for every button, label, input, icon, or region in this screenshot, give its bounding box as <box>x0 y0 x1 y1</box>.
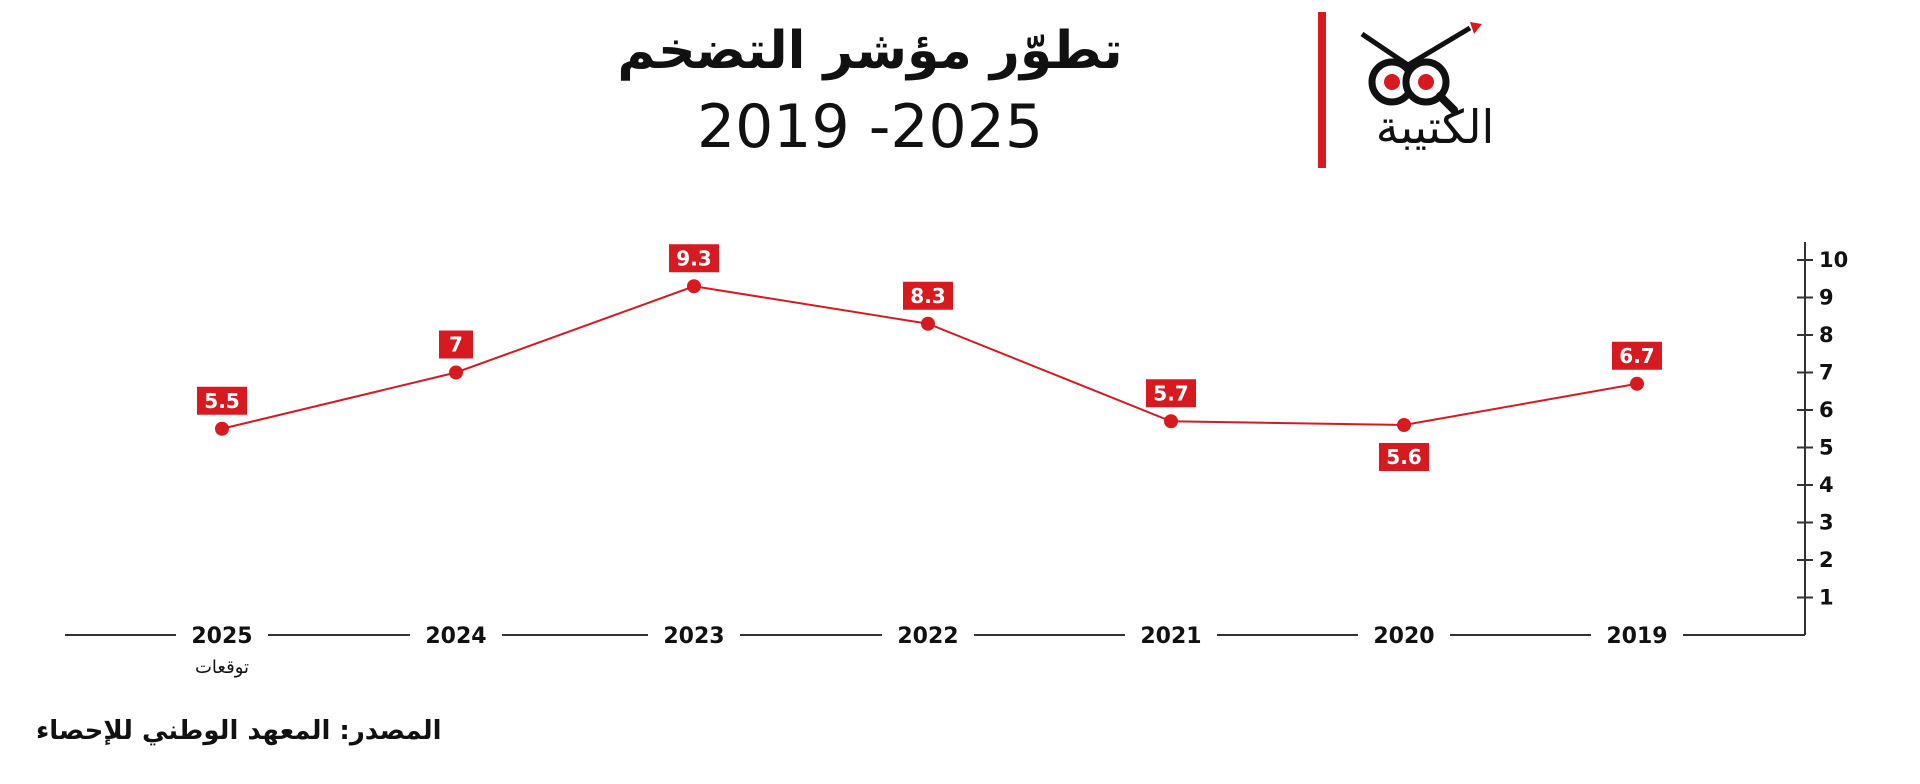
data-label: 8.3 <box>910 284 945 308</box>
y-tick-label: 10 <box>1819 248 1848 272</box>
chart-subtitle: 2019 -2025 <box>696 92 1044 162</box>
x-tick-label: 2021 <box>1140 624 1201 649</box>
logo-divider <box>1318 12 1326 168</box>
data-label-box <box>1612 341 1662 370</box>
y-tick-label: 8 <box>1819 323 1834 347</box>
data-label: 9.3 <box>676 246 711 270</box>
data-point <box>215 421 229 436</box>
data-label-box <box>669 244 719 273</box>
data-label: 7 <box>449 333 463 357</box>
y-tick-label: 7 <box>1819 361 1834 385</box>
forecast-note: توقعات <box>195 657 249 678</box>
source-note: المصدر: المعهد الوطني للإحصاء <box>36 716 442 746</box>
title-block: تطوّر مؤشر التضخم 2019 -2025 <box>560 18 1180 164</box>
x-tick-label: 2019 <box>1606 624 1667 649</box>
y-tick-label: 5 <box>1819 436 1834 460</box>
x-tick-label: 2025 <box>191 624 252 649</box>
data-point <box>687 279 701 294</box>
data-point <box>1397 418 1411 432</box>
owl-logo-icon <box>1360 22 1482 114</box>
data-label-box <box>1379 443 1429 471</box>
data-label-box <box>903 281 953 310</box>
logo-text: الكتيبة <box>1375 100 1495 154</box>
y-tick-label: 9 <box>1819 286 1834 310</box>
chart-title: تطوّر مؤشر التضخم <box>617 21 1123 81</box>
data-label-box <box>439 330 473 359</box>
data-point <box>1164 414 1178 429</box>
y-tick-label: 6 <box>1819 398 1834 422</box>
y-tick-label: 2 <box>1819 548 1834 572</box>
data-label-box <box>197 386 247 415</box>
data-label-box <box>1146 379 1196 408</box>
data-point <box>1630 376 1644 391</box>
data-label: 6.7 <box>1619 344 1654 368</box>
x-tick-label: 2020 <box>1373 624 1434 649</box>
y-tick-label: 3 <box>1819 511 1834 535</box>
x-tick-label: 2024 <box>425 624 486 649</box>
data-point <box>921 316 935 331</box>
x-tick-label: 2023 <box>663 624 724 649</box>
data-label: 5.5 <box>204 389 239 413</box>
data-label: 5.7 <box>1153 381 1188 405</box>
x-tick-label: 2022 <box>897 624 958 649</box>
data-label: 5.6 <box>1386 445 1421 469</box>
y-tick-label: 1 <box>1819 586 1834 610</box>
y-tick-label: 4 <box>1819 473 1834 497</box>
data-point <box>449 365 463 380</box>
